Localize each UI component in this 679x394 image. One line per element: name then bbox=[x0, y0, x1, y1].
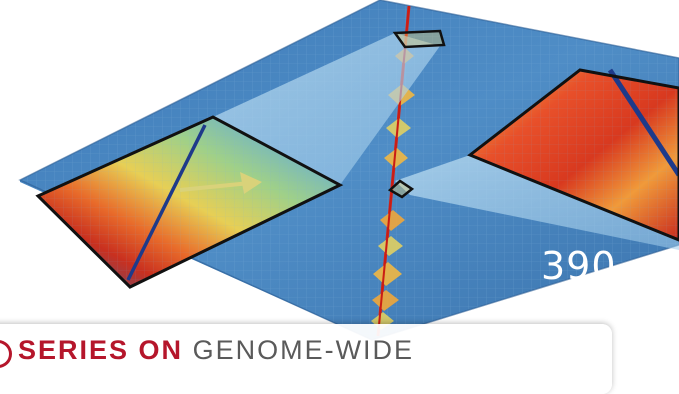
zoom-fan-right bbox=[395, 155, 679, 250]
page-number: 390 bbox=[541, 244, 617, 288]
zoom-inset-right bbox=[467, 68, 679, 242]
selection-box-top bbox=[392, 29, 446, 49]
series-title-suffix: GENOME-WIDE bbox=[192, 335, 415, 365]
series-banner bbox=[0, 324, 612, 394]
series-title: SERIES ON GENOME-WIDE bbox=[18, 335, 414, 366]
selection-box-middle bbox=[387, 179, 415, 199]
series-title-prefix: SERIES ON bbox=[18, 335, 184, 365]
zoom-inset-left bbox=[35, 115, 344, 289]
